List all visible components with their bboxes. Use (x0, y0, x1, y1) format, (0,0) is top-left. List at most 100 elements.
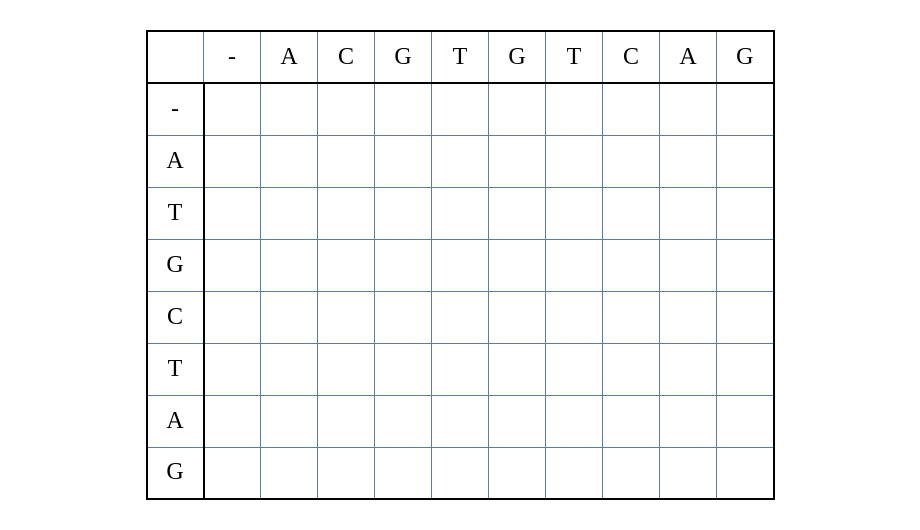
col-header-label: - (228, 44, 236, 70)
matrix-cell (432, 291, 489, 343)
row-header-label: C (167, 304, 183, 330)
matrix-cell (717, 447, 774, 499)
row-header: - (147, 83, 204, 135)
matrix-cell (546, 239, 603, 291)
matrix-cell (603, 83, 660, 135)
row-header-label: A (166, 408, 183, 434)
matrix-cell (546, 291, 603, 343)
matrix-cell (261, 395, 318, 447)
table-row: - (147, 83, 774, 135)
matrix-cell (660, 135, 717, 187)
col-header: G (489, 31, 546, 83)
matrix-cell (717, 83, 774, 135)
row-header-label: - (171, 96, 179, 122)
matrix-cell (375, 187, 432, 239)
col-header: C (603, 31, 660, 83)
col-header-label: C (338, 44, 354, 70)
col-header: - (204, 31, 261, 83)
matrix-cell (660, 239, 717, 291)
matrix-cell (489, 239, 546, 291)
col-header: T (432, 31, 489, 83)
matrix-cell (489, 291, 546, 343)
matrix-cell (660, 343, 717, 395)
matrix-cell (318, 343, 375, 395)
matrix-cell (660, 447, 717, 499)
matrix-cell (546, 187, 603, 239)
matrix-cell (432, 239, 489, 291)
matrix-cell (717, 239, 774, 291)
matrix-cell (318, 395, 375, 447)
row-header: T (147, 343, 204, 395)
matrix-cell (375, 135, 432, 187)
matrix-table: -ACGTGTCAG -ATGCTAG (146, 30, 775, 500)
matrix-cell (261, 83, 318, 135)
matrix-cell (204, 395, 261, 447)
matrix-cell (432, 447, 489, 499)
col-header: G (375, 31, 432, 83)
row-header-label: T (168, 200, 183, 226)
matrix-cell (660, 291, 717, 343)
table-row: A (147, 135, 774, 187)
col-header: A (261, 31, 318, 83)
col-header-label: T (453, 44, 468, 70)
matrix-cell (318, 135, 375, 187)
row-header: A (147, 395, 204, 447)
col-header-label: A (280, 44, 297, 70)
matrix-cell (717, 291, 774, 343)
matrix-cell (261, 239, 318, 291)
matrix-cell (375, 239, 432, 291)
matrix-cell (204, 447, 261, 499)
matrix-header-row: -ACGTGTCAG (147, 31, 774, 83)
matrix-cell (204, 83, 261, 135)
matrix-cell (489, 83, 546, 135)
col-header-label: A (679, 44, 696, 70)
matrix-cell (546, 135, 603, 187)
matrix-cell (546, 447, 603, 499)
matrix-cell (603, 343, 660, 395)
matrix-cell (603, 395, 660, 447)
table-row: A (147, 395, 774, 447)
matrix-cell (432, 187, 489, 239)
matrix-cell (717, 187, 774, 239)
matrix-cell (318, 447, 375, 499)
matrix-cell (318, 239, 375, 291)
col-header-label: G (736, 44, 753, 70)
matrix-cell (204, 291, 261, 343)
matrix-cell (318, 187, 375, 239)
matrix-cell (432, 395, 489, 447)
matrix-cell (204, 135, 261, 187)
matrix-cell (375, 447, 432, 499)
table-row: C (147, 291, 774, 343)
corner-cell (147, 31, 204, 83)
col-header: A (660, 31, 717, 83)
matrix-cell (375, 395, 432, 447)
row-header-label: G (166, 252, 183, 278)
row-header: T (147, 187, 204, 239)
matrix-cell (261, 343, 318, 395)
matrix-cell (489, 447, 546, 499)
col-header-label: C (623, 44, 639, 70)
col-header-label: T (567, 44, 582, 70)
matrix-cell (603, 447, 660, 499)
matrix-cell (375, 343, 432, 395)
matrix-cell (375, 291, 432, 343)
col-header-label: G (508, 44, 525, 70)
row-header-label: T (168, 356, 183, 382)
matrix-cell (660, 187, 717, 239)
matrix-cell (204, 187, 261, 239)
table-row: G (147, 239, 774, 291)
matrix-cell (432, 83, 489, 135)
matrix-cell (546, 83, 603, 135)
row-header: A (147, 135, 204, 187)
matrix-cell (717, 395, 774, 447)
matrix-cell (318, 83, 375, 135)
col-header-label: G (394, 44, 411, 70)
row-header: G (147, 239, 204, 291)
matrix-cell (489, 395, 546, 447)
matrix-cell (603, 239, 660, 291)
matrix-cell (261, 291, 318, 343)
matrix-cell (375, 83, 432, 135)
col-header: C (318, 31, 375, 83)
matrix-cell (546, 395, 603, 447)
matrix-header-tr: -ACGTGTCAG (147, 31, 774, 83)
